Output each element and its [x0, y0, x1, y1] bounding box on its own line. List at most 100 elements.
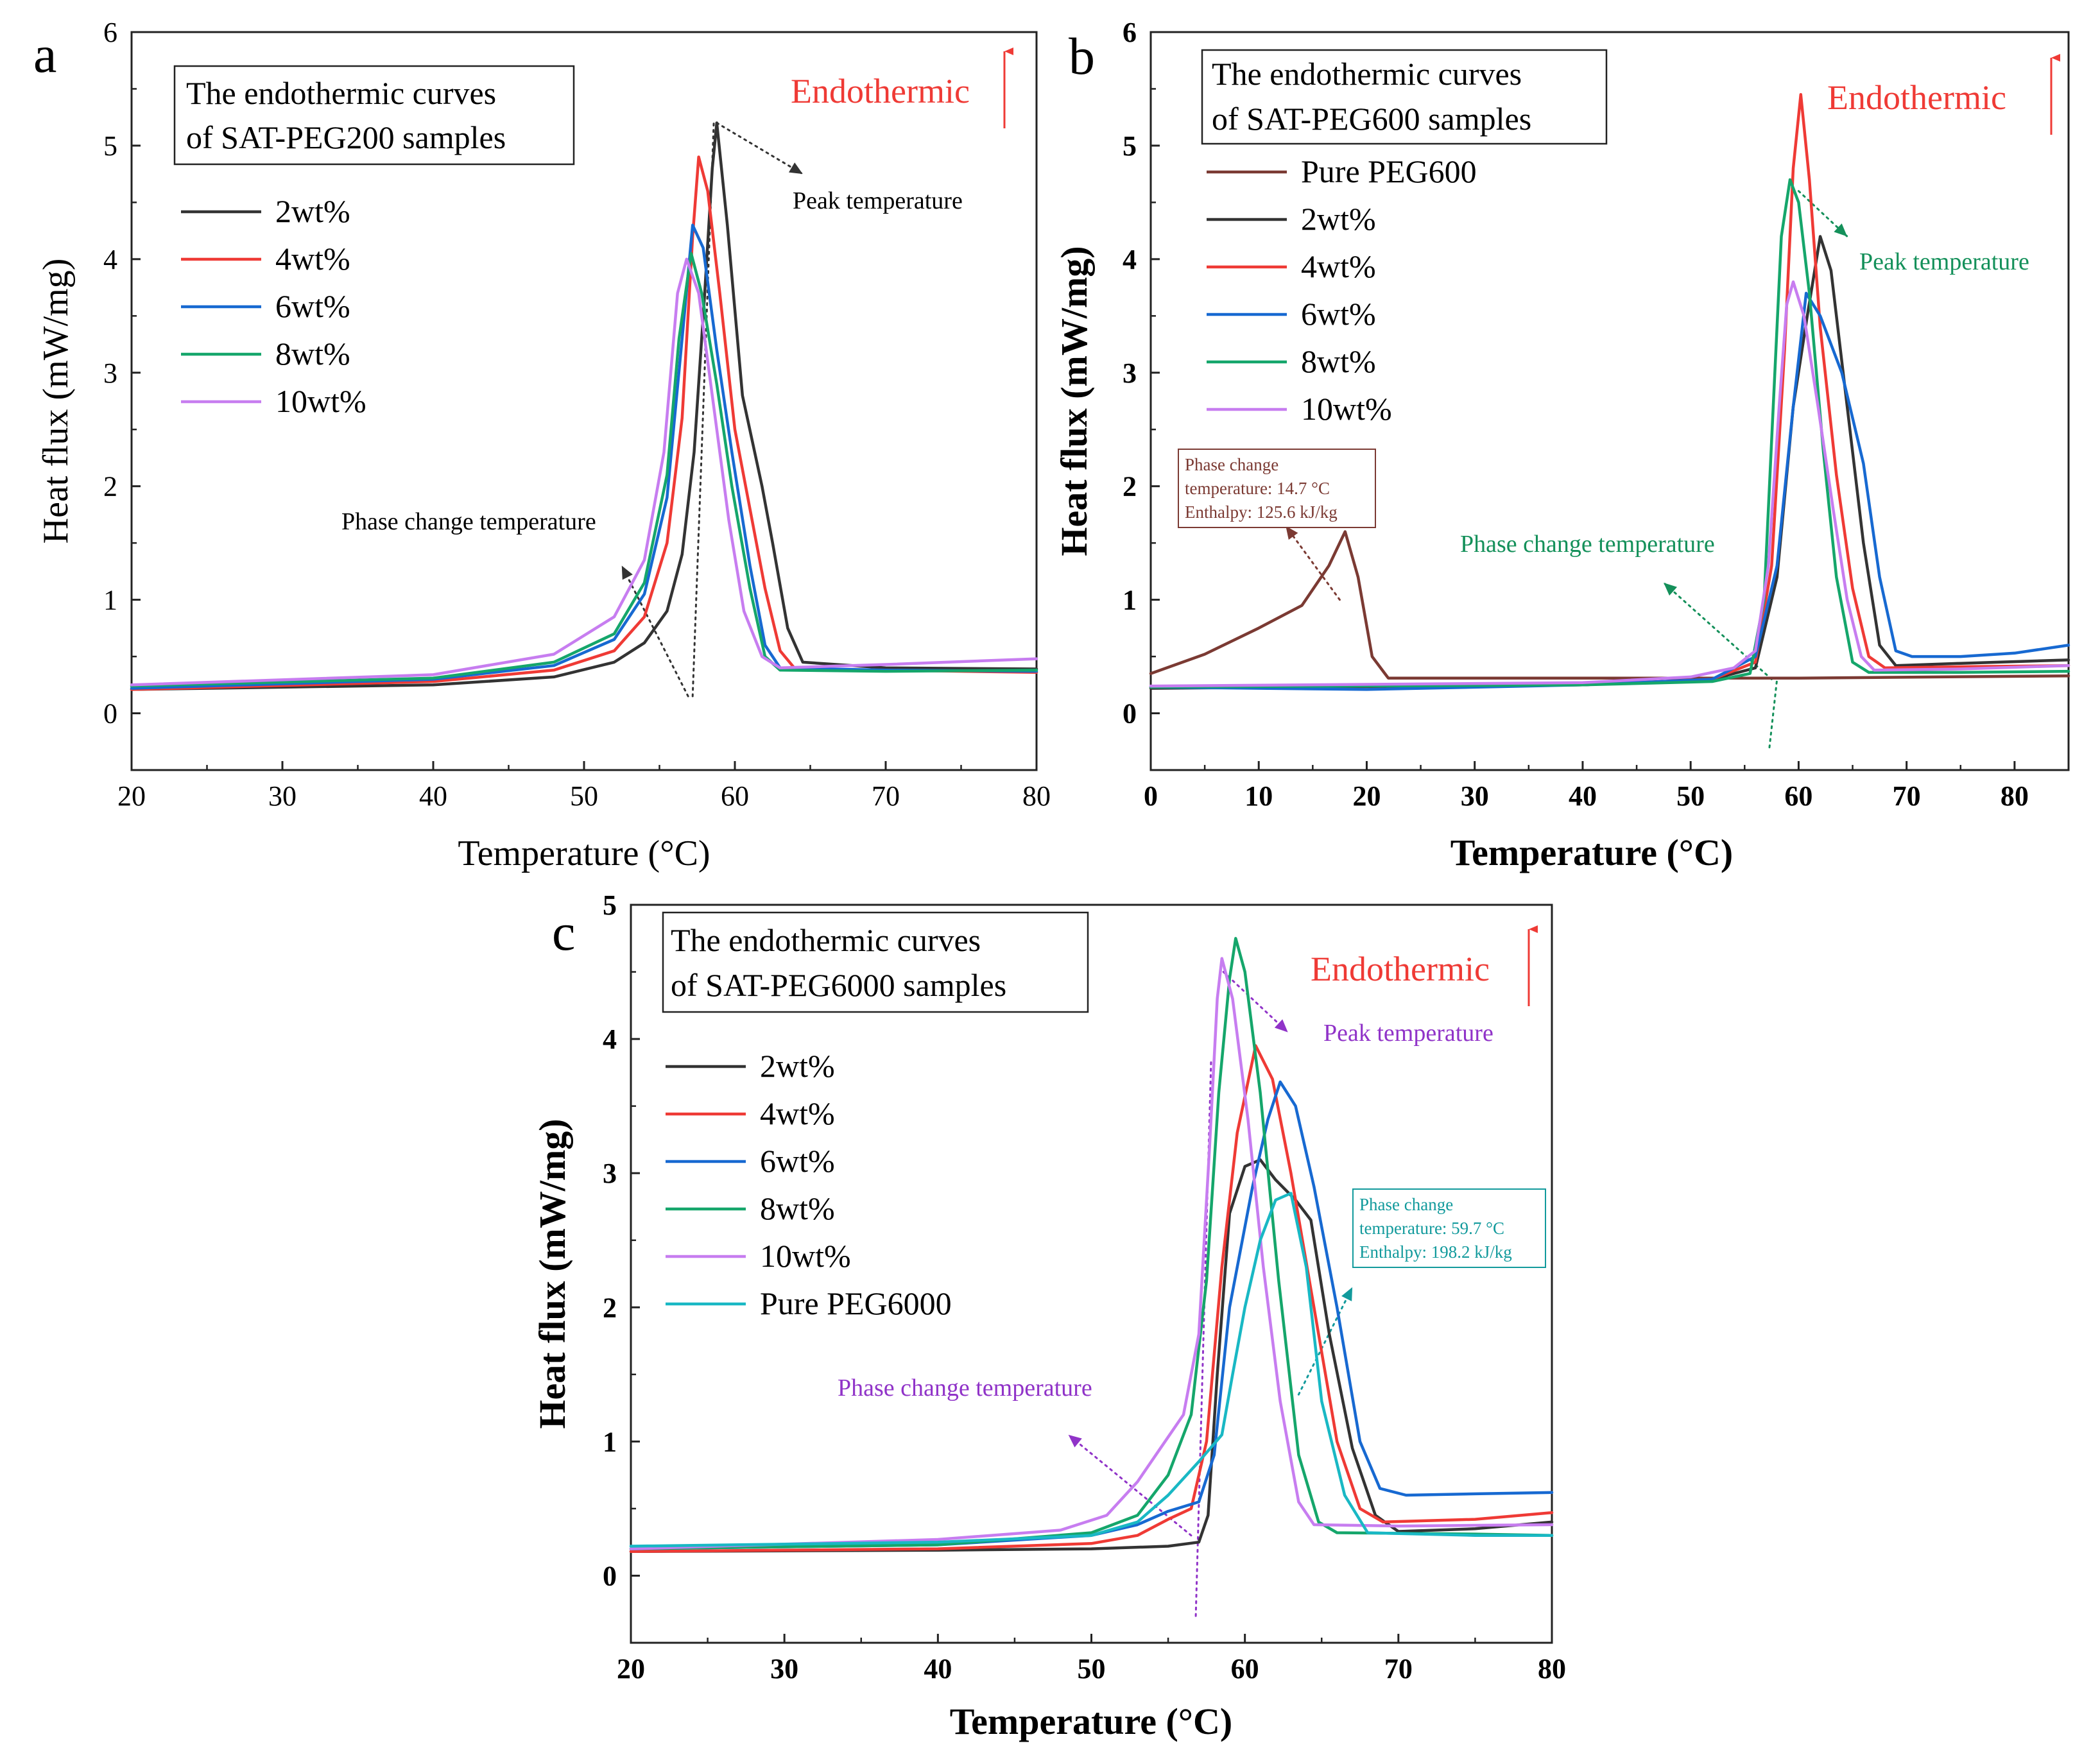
series-b — [1149, 93, 2070, 691]
legend-label: 2wt% — [1301, 201, 1376, 237]
guides-a — [621, 122, 804, 698]
x-tick-label: 70 — [1893, 780, 1921, 812]
title-line-1-a: The endothermic curves — [186, 75, 496, 111]
peak-guide-line — [691, 122, 715, 698]
legend-label: 6wt% — [275, 288, 350, 324]
x-axis-label-b: Temperature (°C) — [1450, 832, 1733, 873]
y-tick-label: 0 — [603, 1560, 617, 1591]
peak-label-c: Peak temperature — [1323, 1020, 1493, 1047]
legend-label: 10wt% — [1301, 391, 1392, 427]
series-line-4wt- — [629, 1044, 1554, 1554]
guides-b — [1284, 190, 1848, 749]
x-tick-label: 70 — [1384, 1653, 1413, 1684]
y-axis-label-a: Heat flux (mW/mg) — [36, 259, 76, 544]
info-box-b: Phase change temperature: 14.7 °C Enthal… — [1178, 449, 1376, 528]
legend-label: 8wt% — [275, 336, 350, 372]
y-tick-label: 2 — [1123, 471, 1137, 502]
x-tick-label: 20 — [617, 1653, 645, 1684]
series-line-2wt- — [1149, 235, 2070, 690]
x-axis-label-a: Temperature (°C) — [458, 834, 710, 873]
panel-letter-b: b — [1069, 27, 1095, 85]
ticks-b: 0 10 20 30 40 50 60 70 80 0 1 2 3 4 5 6 — [1123, 17, 2029, 812]
ticks-a: 20 30 40 50 60 70 80 0 1 2 3 4 5 6 — [103, 17, 1051, 812]
legend-label: 10wt% — [275, 383, 366, 419]
endothermic-label-a: Endothermic — [791, 72, 970, 110]
series-line-10wt- — [1149, 280, 2070, 688]
info-line-1-c: Phase change — [1359, 1195, 1453, 1214]
x-tick-label: 10 — [1244, 780, 1273, 812]
series-c — [629, 937, 1554, 1554]
y-tick-label: 1 — [103, 585, 117, 616]
info-box-c: Phase change temperature: 59.7 °C Enthal… — [1352, 1188, 1546, 1268]
title-line-2-a: of SAT-PEG200 samples — [186, 119, 506, 155]
plot-area-b: 0 10 20 30 40 50 60 70 80 0 1 2 3 4 5 6 — [1123, 17, 2070, 812]
legend-label: 4wt% — [760, 1095, 835, 1131]
annotation-leader — [1297, 1286, 1354, 1396]
panel-a: a 20 30 40 50 60 70 80 0 1 2 3 4 5 6 Temperature (°C)… — [33, 17, 1051, 873]
series-line-10wt- — [130, 257, 1038, 687]
annotation-leader — [1222, 971, 1289, 1034]
x-tick-label: 40 — [1569, 780, 1597, 812]
peak-guide-line — [1768, 678, 1778, 749]
annotation-arrowhead — [788, 162, 803, 175]
y-tick-label: 3 — [603, 1158, 617, 1189]
series-line-2wt- — [130, 121, 1038, 691]
x-tick-label: 30 — [770, 1653, 798, 1684]
series-line-4wt- — [130, 155, 1038, 691]
y-tick-label: 2 — [103, 471, 117, 502]
x-tick-label: 50 — [570, 780, 598, 812]
panel-letter-a: a — [33, 25, 56, 83]
annotation-arrowhead — [1664, 583, 1678, 596]
x-tick-label: 40 — [419, 780, 447, 812]
series-line-pure-peg600 — [1149, 530, 2070, 680]
plot-area-a: 20 30 40 50 60 70 80 0 1 2 3 4 5 6 — [103, 17, 1051, 812]
phase-label-b: Phase change temperature — [1460, 531, 1715, 558]
legend-label: 6wt% — [1301, 296, 1376, 332]
series-line-8wt- — [1149, 178, 2070, 689]
title-box-b: The endothermic curves of SAT-PEG600 sam… — [1201, 49, 1608, 145]
legend-label: 4wt% — [1301, 248, 1376, 284]
x-tick-label: 50 — [1676, 780, 1705, 812]
annotation-leader — [1797, 190, 1848, 237]
info-line-3-c: Enthalpy: 198.2 kJ/kg — [1359, 1242, 1512, 1262]
annotation-leader — [1284, 525, 1341, 601]
x-tick-label: 20 — [1352, 780, 1381, 812]
legend-label: 6wt% — [760, 1143, 835, 1179]
peak-label-b: Peak temperature — [1859, 248, 2029, 275]
y-tick-label: 5 — [1123, 130, 1137, 162]
series-line-pure-peg6000 — [629, 1192, 1554, 1548]
x-tick-label: 80 — [2001, 780, 2029, 812]
x-tick-label: 40 — [924, 1653, 952, 1684]
series-line-6wt- — [1149, 291, 2070, 691]
y-tick-label: 3 — [103, 357, 117, 389]
endothermic-label-b: Endothermic — [1827, 78, 2006, 117]
legend-label: 10wt% — [760, 1238, 851, 1274]
legend-label: 8wt% — [760, 1190, 835, 1226]
x-tick-label: 60 — [1784, 780, 1812, 812]
title-line-1-c: The endothermic curves — [671, 922, 981, 958]
legend-label: 8wt% — [1301, 343, 1376, 379]
annotation-arrowhead — [621, 565, 633, 580]
y-axis-label-c: Heat flux (mW/mg) — [531, 1118, 573, 1428]
y-tick-label: 2 — [603, 1292, 617, 1323]
info-line-3-b: Enthalpy: 125.6 kJ/kg — [1185, 502, 1338, 522]
annotation-leader — [621, 565, 689, 698]
series-a — [130, 121, 1038, 691]
info-line-2-c: temperature: 59.7 °C — [1359, 1219, 1504, 1238]
y-tick-label: 6 — [1123, 17, 1137, 48]
y-tick-label: 0 — [103, 698, 117, 730]
y-tick-label: 1 — [1123, 585, 1137, 616]
ticks-c: 20 30 40 50 60 70 80 0 1 2 3 4 5 — [603, 889, 1566, 1684]
x-tick-label: 0 — [1144, 780, 1158, 812]
annotation-arrowhead — [1274, 1019, 1288, 1033]
series-line-8wt- — [130, 252, 1038, 688]
info-line-2-b: temperature: 14.7 °C — [1185, 479, 1330, 498]
y-tick-label: 5 — [103, 130, 117, 162]
legend-label: Pure PEG600 — [1301, 153, 1477, 189]
annotation-leader — [716, 122, 804, 175]
legend-label: 4wt% — [275, 241, 350, 277]
y-tick-label: 1 — [603, 1426, 617, 1457]
series-line-2wt- — [629, 1158, 1554, 1554]
